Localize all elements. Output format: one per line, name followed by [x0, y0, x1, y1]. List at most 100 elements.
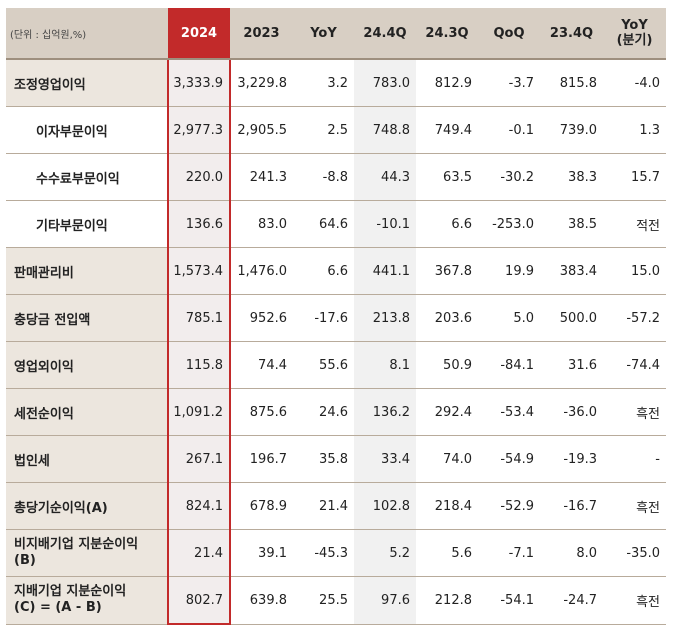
table-cell: 6.6 — [293, 247, 354, 295]
row-label: 충당금 전입액 — [6, 294, 168, 342]
table-cell: 적전 — [603, 200, 666, 248]
table-row: 이자부문이익 2,977.3 2,905.5 2.5 748.8 749.4 -0.1 739… — [6, 106, 666, 154]
table-cell: 15.7 — [603, 153, 666, 201]
table-cell: 8.0 — [540, 529, 603, 577]
table-cell: 3,229.8 — [230, 59, 293, 107]
table-row: 지배기업 지분순이익 (C) = (A - B) 802.7 639.8 25.5 97… — [6, 576, 666, 625]
table-cell: 136.2 — [354, 388, 416, 436]
table-cell: 흑전 — [603, 388, 666, 436]
table-cell: -36.0 — [540, 388, 603, 436]
table-cell: -19.3 — [540, 435, 603, 483]
row-label: 수수료부문이익 — [6, 153, 168, 201]
table-cell: 흑전 — [603, 482, 666, 530]
table-cell: -7.1 — [478, 529, 540, 577]
table-cell: 267.1 — [167, 435, 231, 483]
table-cell: 39.1 — [230, 529, 293, 577]
table-row: 충당금 전입액 785.1 952.6 -17.6 213.8 203.6 5.0 500.0… — [6, 294, 666, 342]
table-cell: 500.0 — [540, 294, 603, 342]
table-cell: 1.3 — [603, 106, 666, 154]
table-cell: -253.0 — [478, 200, 540, 248]
table-cell: 220.0 — [167, 153, 231, 201]
table-cell: 25.5 — [293, 576, 354, 625]
table-cell: 74.0 — [416, 435, 478, 483]
table-cell: 19.9 — [478, 247, 540, 295]
table-cell: -30.2 — [478, 153, 540, 201]
table-cell: 213.8 — [354, 294, 416, 342]
table-cell: 83.0 — [230, 200, 293, 248]
column-header: 24.3Q — [416, 8, 478, 60]
table-row: 영업외이익 115.8 74.4 55.6 8.1 50.9 -84.1 31.6 -74.4 — [6, 341, 666, 389]
table-row: 수수료부문이익 220.0 241.3 -8.8 44.3 63.5 -30.2 38.3 15… — [6, 153, 666, 201]
table-cell: 31.6 — [540, 341, 603, 389]
row-label: 조정영업이익 — [6, 59, 168, 107]
table-cell: 2.5 — [293, 106, 354, 154]
row-label: 이자부문이익 — [6, 106, 168, 154]
table-cell: -53.4 — [478, 388, 540, 436]
table-cell: 102.8 — [354, 482, 416, 530]
table-row: 세전순이익 1,091.2 875.6 24.6 136.2 292.4 -53.4 -36.… — [6, 388, 666, 436]
table-cell: 678.9 — [230, 482, 293, 530]
row-label: 세전순이익 — [6, 388, 168, 436]
table-cell: 241.3 — [230, 153, 293, 201]
table-cell: -16.7 — [540, 482, 603, 530]
table-cell: 5.2 — [354, 529, 416, 577]
table-cell: 3,333.9 — [167, 59, 231, 107]
table-cell: -0.1 — [478, 106, 540, 154]
table-cell: 8.1 — [354, 341, 416, 389]
table-cell: -54.1 — [478, 576, 540, 625]
table-cell: 97.6 — [354, 576, 416, 625]
row-label: 판매관리비 — [6, 247, 168, 295]
table-cell: 292.4 — [416, 388, 478, 436]
table-cell: 952.6 — [230, 294, 293, 342]
table-cell: 783.0 — [354, 59, 416, 107]
table-cell: 196.7 — [230, 435, 293, 483]
table-cell: -8.8 — [293, 153, 354, 201]
table-cell: 2,977.3 — [167, 106, 231, 154]
table-cell: -4.0 — [603, 59, 666, 107]
table-cell: 136.6 — [167, 200, 231, 248]
column-header: 23.4Q — [540, 8, 603, 60]
table-cell: 50.9 — [416, 341, 478, 389]
financial-table: (단위 : 십억원,%) 2024 2023 YoY 24.4Q 24.3Q QoQ 23.… — [6, 8, 666, 625]
table-cell: 875.6 — [230, 388, 293, 436]
header-row: (단위 : 십억원,%) 2024 2023 YoY 24.4Q 24.3Q QoQ 23.… — [6, 8, 666, 60]
table-cell: 1,573.4 — [167, 247, 231, 295]
table-cell: 63.5 — [416, 153, 478, 201]
table-cell: 824.1 — [167, 482, 231, 530]
table-row: 기타부문이익 136.6 83.0 64.6 -10.1 6.6 -253.0 38.5 적전 — [6, 200, 666, 248]
table-cell: 15.0 — [603, 247, 666, 295]
column-header: 24.4Q — [354, 8, 416, 60]
table-cell: - — [603, 435, 666, 483]
table-cell: 6.6 — [416, 200, 478, 248]
table-cell: 55.6 — [293, 341, 354, 389]
table-cell: 2,905.5 — [230, 106, 293, 154]
table-cell: 115.8 — [167, 341, 231, 389]
row-label: 법인세 — [6, 435, 168, 483]
table-cell: 815.8 — [540, 59, 603, 107]
row-label: 영업외이익 — [6, 341, 168, 389]
table-cell: 383.4 — [540, 247, 603, 295]
column-header: 2023 — [230, 8, 293, 60]
table-cell: -35.0 — [603, 529, 666, 577]
table-cell: -24.7 — [540, 576, 603, 625]
row-label: 지배기업 지분순이익 (C) = (A - B) — [6, 576, 168, 625]
table-cell: 212.8 — [416, 576, 478, 625]
table-cell: 3.2 — [293, 59, 354, 107]
table-cell: -57.2 — [603, 294, 666, 342]
table-cell: -3.7 — [478, 59, 540, 107]
table-row: 법인세 267.1 196.7 35.8 33.4 74.0 -54.9 -19.3- — [6, 435, 666, 483]
table-cell: 44.3 — [354, 153, 416, 201]
table-cell: 1,476.0 — [230, 247, 293, 295]
table-cell: -54.9 — [478, 435, 540, 483]
column-header: QoQ — [478, 8, 540, 60]
table-cell: -74.4 — [603, 341, 666, 389]
table-row: 총당기순이익(A) 824.1 678.9 21.4 102.8 218.4 -52.9 -1… — [6, 482, 666, 530]
table-row: 비지배기업 지분순이익 (B) 21.4 39.1 -45.3 5.2 5.6 -7.1 8.… — [6, 529, 666, 577]
table-row: 조정영업이익 3,333.9 3,229.8 3.2 783.0 812.9 -3.7 815… — [6, 59, 666, 107]
table-cell: 441.1 — [354, 247, 416, 295]
unit-label: (단위 : 십억원,%) — [6, 8, 168, 60]
table-cell: 24.6 — [293, 388, 354, 436]
table-cell: 21.4 — [293, 482, 354, 530]
table-cell: 748.8 — [354, 106, 416, 154]
column-header: 2024 — [168, 8, 230, 60]
